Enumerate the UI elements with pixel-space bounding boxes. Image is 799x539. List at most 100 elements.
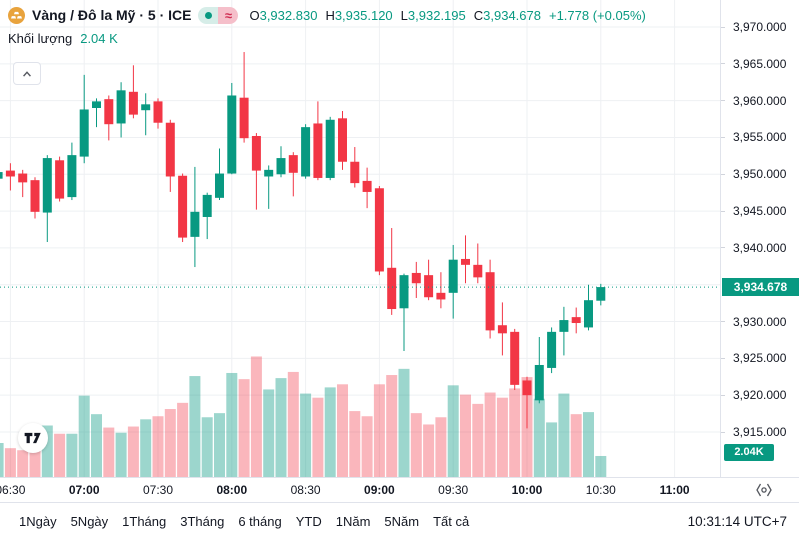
time-axis-label: 06:30 xyxy=(0,483,26,497)
candle-body xyxy=(55,160,65,199)
candle-body xyxy=(276,158,286,175)
current-volume-badge: 2.04K xyxy=(724,444,774,461)
volume-bar xyxy=(509,388,521,477)
range-button-tất-cả[interactable]: Tất cả xyxy=(426,508,476,535)
approx-values-icon: ≈ xyxy=(218,6,239,24)
candle-body xyxy=(153,101,163,123)
chevron-up-icon xyxy=(23,70,31,77)
candle-body xyxy=(128,91,138,115)
volume-bar xyxy=(91,414,102,477)
time-axis[interactable]: 06:30 07:00 07:30 08:00 08:30 09:00 09:30 10:00… xyxy=(0,477,799,502)
close-label: C xyxy=(473,7,484,23)
price-tick-mark xyxy=(721,394,725,396)
candle-body xyxy=(227,95,237,174)
range-button-5năm[interactable]: 5Năm xyxy=(377,508,426,535)
volume-bar xyxy=(275,378,287,477)
volume-bar xyxy=(127,426,139,477)
candle-body xyxy=(288,155,298,173)
range-button-1ngày[interactable]: 1Ngày xyxy=(12,508,64,535)
price-axis-label: 3,940.000 xyxy=(733,240,787,255)
clock-timezone[interactable]: 10:31:14 UTC+7 xyxy=(687,513,787,529)
time-axis-label: 10:00 xyxy=(511,483,543,497)
volume-bar xyxy=(0,443,4,477)
volume-bar xyxy=(54,433,66,477)
price-axis-label: 3,920.000 xyxy=(733,388,787,403)
candle-body xyxy=(0,172,3,179)
price-axis-label: 3,950.000 xyxy=(733,167,787,182)
time-axis-label: 08:00 xyxy=(216,483,248,497)
candle-body xyxy=(448,259,458,293)
price-axis[interactable]: 3,934.678 2.04K 3,970.000 3,965.000 3,960.… xyxy=(720,0,799,477)
collapse-pane-button[interactable] xyxy=(13,62,41,85)
candle-body xyxy=(473,264,483,278)
candle-body xyxy=(547,331,557,368)
volume-bar xyxy=(423,424,435,477)
volume-bar xyxy=(78,395,90,477)
candle-body xyxy=(92,101,101,108)
range-button-ytd[interactable]: YTD xyxy=(289,508,329,535)
volume-bar xyxy=(533,398,545,477)
range-button-5ngày[interactable]: 5Ngày xyxy=(64,508,116,535)
volume-bar xyxy=(115,432,127,477)
candle-body xyxy=(18,173,28,183)
candle-body xyxy=(387,267,397,310)
candlestick-volume-plot[interactable] xyxy=(0,0,720,477)
symbol-title[interactable]: Vàng / Đô la Mỹ · 5 · ICE xyxy=(32,7,192,23)
candle-body xyxy=(239,97,249,139)
volume-bar xyxy=(349,411,361,477)
volume-indicator-value: 2.04 K xyxy=(80,31,118,46)
volume-bar xyxy=(583,412,594,477)
volume-bar xyxy=(214,413,225,477)
candle-body xyxy=(104,99,114,125)
volume-bar xyxy=(472,403,484,477)
candle-body xyxy=(510,331,520,385)
volume-bar xyxy=(238,379,250,477)
change-value: +1.778 (+0.05%) xyxy=(548,7,646,23)
time-axis-label: 09:30 xyxy=(438,483,469,497)
volume-bar xyxy=(595,455,607,477)
volume-bar xyxy=(177,402,189,477)
chart-pane[interactable]: 3,934.678 2.04K 3,970.000 3,965.000 3,960.… xyxy=(0,0,799,477)
time-axis-label: 09:00 xyxy=(364,483,395,497)
candle-body xyxy=(350,161,360,184)
volume-bar xyxy=(29,446,41,477)
price-tick-mark xyxy=(721,63,725,65)
volume-bar xyxy=(484,392,496,477)
time-axis-label: 11:00 xyxy=(659,483,690,497)
candle-body xyxy=(30,180,40,212)
candle-body xyxy=(584,300,593,328)
volume-bar xyxy=(201,417,213,477)
candle-body xyxy=(485,272,495,331)
candles xyxy=(0,52,606,429)
range-button-1tháng[interactable]: 1Tháng xyxy=(115,508,173,535)
tradingview-logo[interactable] xyxy=(18,423,48,453)
candle-body xyxy=(79,109,89,157)
volume-bar xyxy=(460,394,471,477)
candle-body xyxy=(571,317,581,324)
price-tick-mark xyxy=(721,26,725,28)
open-value: 3,932.830 xyxy=(259,7,318,23)
candle-body xyxy=(436,292,446,300)
volume-indicator-label[interactable]: Khối lượng xyxy=(8,31,73,46)
volume-bar xyxy=(558,393,570,477)
candle-body xyxy=(362,180,372,192)
time-axis-label: 07:00 xyxy=(68,483,100,497)
volume-bar xyxy=(140,419,152,477)
axis-settings-icon[interactable] xyxy=(755,482,773,498)
candle-body xyxy=(264,169,274,177)
volume-bar xyxy=(337,384,348,477)
candle-body xyxy=(522,380,532,396)
price-tick-mark xyxy=(721,357,725,359)
high-label: H xyxy=(325,7,335,23)
market-status-pill[interactable]: ≈ xyxy=(198,6,239,24)
candle-body xyxy=(165,122,175,177)
volume-bar xyxy=(386,375,398,477)
volume-bar xyxy=(373,384,385,477)
low-value: 3,932.195 xyxy=(407,7,466,23)
range-button-1năm[interactable]: 1Năm xyxy=(329,508,378,535)
range-button-6-tháng[interactable]: 6 tháng xyxy=(231,508,288,535)
gold-coin-icon xyxy=(8,6,25,24)
candle-body xyxy=(67,155,77,198)
range-button-3tháng[interactable]: 3Tháng xyxy=(173,508,231,535)
price-axis-label: 3,915.000 xyxy=(733,425,787,439)
